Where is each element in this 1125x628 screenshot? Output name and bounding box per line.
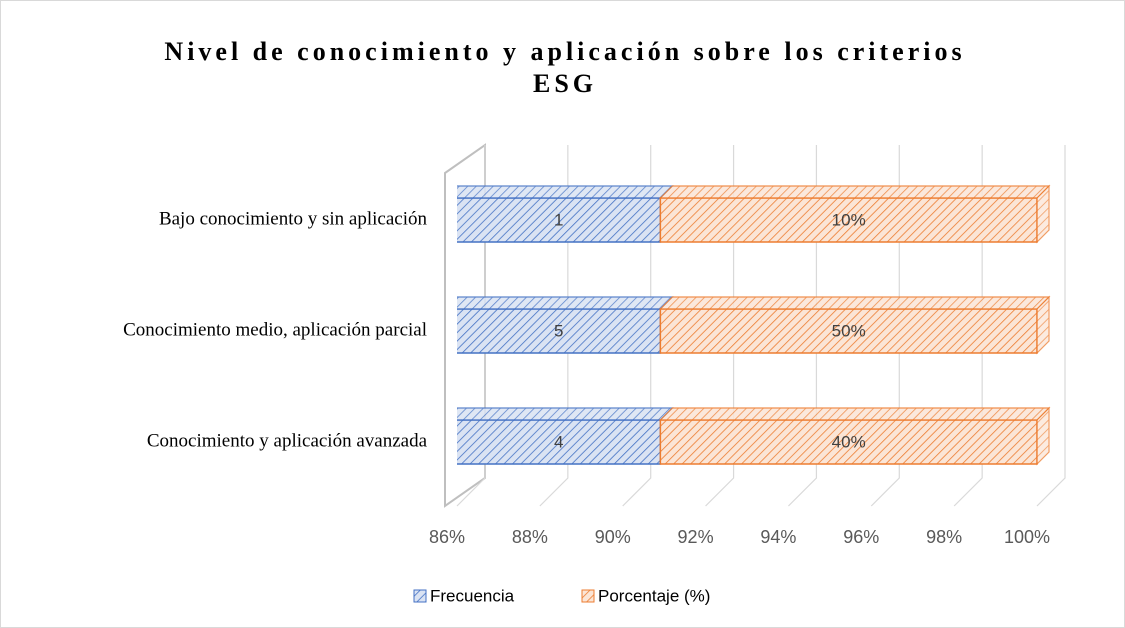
data-label: 1 <box>554 210 563 229</box>
data-label: 4 <box>554 432 563 451</box>
grid-line <box>953 145 983 507</box>
x-tick-label: 88% <box>512 527 548 547</box>
x-tick-label: 94% <box>760 527 796 547</box>
y-tick-label: Bajo conocimiento y sin aplicación <box>159 208 428 229</box>
grid-line <box>1036 145 1066 507</box>
bar-top <box>658 407 1051 421</box>
grid-line <box>705 145 735 507</box>
legend-label: Frecuencia <box>430 586 515 605</box>
bar-side <box>1036 406 1050 466</box>
bar-front <box>659 308 1038 354</box>
bar-side <box>1036 184 1050 244</box>
x-tick-label: 100% <box>1004 527 1050 547</box>
chart-title: Nivel de conocimiento y aplicación sobre… <box>164 37 966 98</box>
data-label: 50% <box>832 321 866 340</box>
grid-line <box>539 145 569 507</box>
bar-side <box>1036 295 1050 355</box>
x-tick-label: 92% <box>678 527 714 547</box>
bar-top <box>658 185 1051 199</box>
x-tick-label: 98% <box>926 527 962 547</box>
bar-front <box>659 419 1038 465</box>
legend-swatch <box>413 589 427 603</box>
data-label: 40% <box>832 432 866 451</box>
bar <box>658 406 1051 466</box>
y-tick-label: Conocimiento medio, aplicación parcial <box>123 319 427 340</box>
grid-line <box>788 145 818 507</box>
x-tick-label: 86% <box>429 527 465 547</box>
grid-line <box>456 145 486 507</box>
data-label: 5 <box>554 321 563 340</box>
data-label: 10% <box>832 210 866 229</box>
y-tick-label: Conocimiento y aplicación avanzada <box>147 430 428 451</box>
bar <box>658 184 1051 244</box>
x-tick-label: 96% <box>843 527 879 547</box>
legend-swatch <box>581 589 595 603</box>
bar-top <box>457 185 674 199</box>
bar-top <box>457 296 674 310</box>
grid-line <box>870 145 900 507</box>
bar <box>457 407 674 465</box>
bar-front <box>659 197 1038 243</box>
legend-label: Porcentaje (%) <box>598 586 710 605</box>
bar-top <box>457 407 674 421</box>
x-tick-label: 90% <box>595 527 631 547</box>
bar <box>658 295 1051 355</box>
bar-top <box>658 296 1051 310</box>
grid-line <box>622 145 652 507</box>
